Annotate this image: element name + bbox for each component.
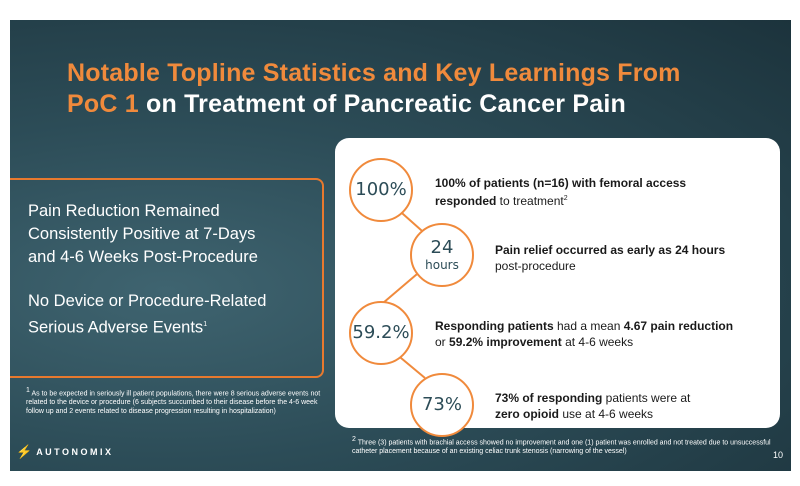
footnote-2-text: Three (3) patients with brachial access … (352, 439, 771, 456)
stat-text-1: 100% of patients (n=16) with femoral acc… (435, 175, 765, 209)
logo-mark-icon: ⚡ (16, 444, 33, 459)
stat-circle-73-percent: 73% (410, 373, 474, 437)
stat-text-2: Pain relief occurred as early as 24 hour… (495, 242, 775, 274)
stat-4-bold-a: 73% of responding (495, 391, 603, 405)
stat-value-1: 100% (355, 179, 407, 200)
footnote-ref-2: 2 (563, 195, 568, 202)
pain-reduction-heading: Pain Reduction Remained Consistently Pos… (28, 200, 328, 269)
footnote-2-marker: 2 (352, 436, 356, 443)
stat-text-3: Responding patients had a mean 4.67 pain… (435, 318, 775, 350)
stat-unit-2: hours (425, 258, 459, 272)
heading1-line-1: Pain Reduction Remained (28, 202, 220, 220)
key-learnings-box (10, 178, 324, 378)
heading2-line-1: No Device or Procedure-Related (28, 292, 267, 310)
page-number: 10 (773, 450, 784, 460)
stat-3-mid-a: had a mean (553, 319, 624, 333)
heading1-line-3: and 4-6 Weeks Post-Procedure (28, 248, 258, 266)
stat-value-2: 24 (430, 237, 454, 258)
stat-value-3: 59.2% (352, 322, 410, 343)
stat-4-post-b: use at 4-6 weeks (559, 407, 654, 421)
title-line-2-highlight: PoC 1 (67, 90, 139, 118)
stat-3-pre-c: or (435, 335, 450, 349)
stat-1-bold-word: responded (435, 194, 497, 208)
stat-3-bold-b: 4.67 pain reduction (623, 319, 734, 333)
stat-4-mid-a: patients were at (602, 391, 691, 405)
stat-3-bold-c: 59.2% improvement (449, 335, 562, 349)
title-line-1: Notable Topline Statistics and Key Learn… (67, 59, 681, 87)
stat-2-rest: post-procedure (495, 259, 576, 273)
stat-value-4: 73% (421, 394, 462, 415)
slide: Notable Topline Statistics and Key Learn… (10, 20, 791, 471)
footnote-1: 1 As to be expected in seriously ill pat… (26, 386, 326, 416)
no-adverse-events-heading: No Device or Procedure-Related Serious A… (28, 290, 328, 340)
stats-card: 100% 100% of patients (n=16) with femora… (335, 138, 780, 437)
footnote-ref-1: 1 (203, 321, 208, 328)
footnote-1-text: As to be expected in seriously ill patie… (26, 390, 321, 416)
stat-1-rest: to treatment (496, 194, 564, 208)
logo-text: AUTONOMIX (36, 447, 114, 457)
heading2-line-2: Serious Adverse Events (28, 318, 204, 337)
autonomix-logo: ⚡ AUTONOMIX (16, 444, 114, 460)
footnote-2: 2 Three (3) patients with brachial acces… (352, 435, 772, 456)
stat-circle-100-percent: 100% (349, 158, 413, 222)
heading1-line-2: Consistently Positive at 7-Days (28, 225, 256, 243)
stat-2-bold-line: Pain relief occurred as early as 24 hour… (495, 243, 726, 257)
title-line-2-rest: on Treatment of Pancreatic Cancer Pain (138, 90, 626, 118)
footnote-1-marker: 1 (26, 387, 30, 394)
stat-text-4: 73% of responding patients were at zero … (495, 390, 775, 422)
stat-1-bold-line: 100% of patients (n=16) with femoral acc… (435, 176, 687, 190)
stat-circle-59-percent: 59.2% (349, 301, 413, 365)
stat-circle-24-hours: 24 hours (410, 223, 474, 287)
stat-4-bold-b: zero opioid (495, 407, 559, 421)
slide-title: Notable Topline Statistics and Key Learn… (67, 58, 767, 120)
stat-3-bold-a: Responding patients (435, 319, 554, 333)
stat-3-post-c: at 4-6 weeks (561, 335, 634, 349)
